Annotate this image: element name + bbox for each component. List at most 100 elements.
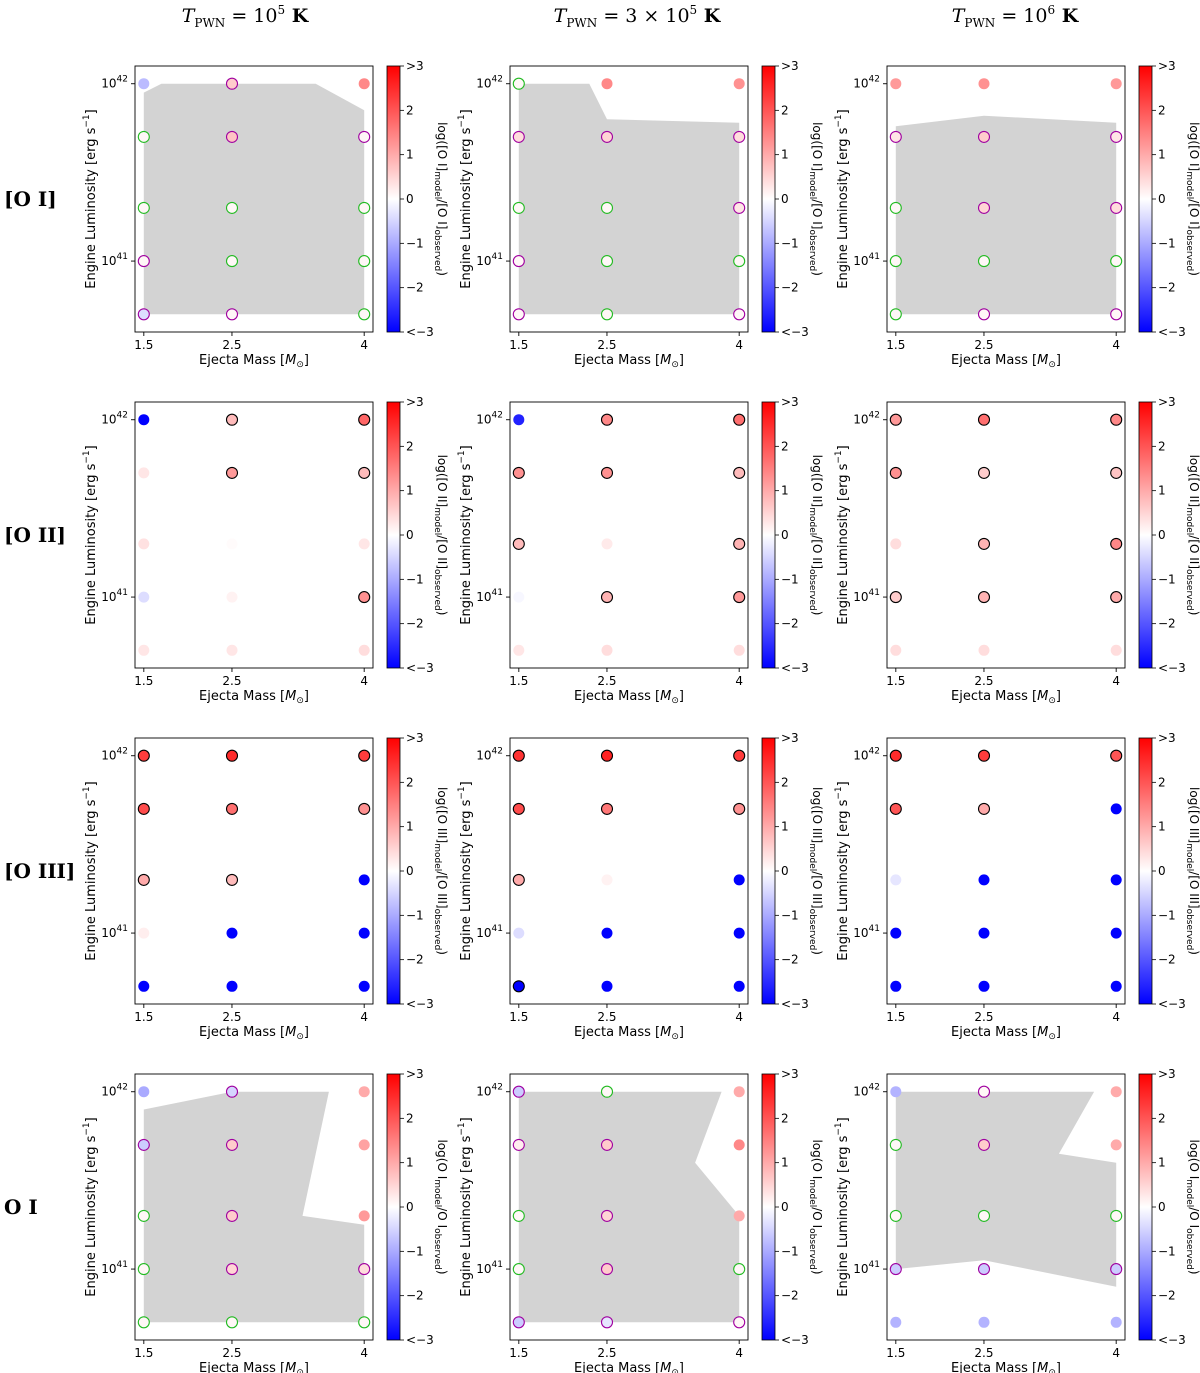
model-point — [358, 308, 371, 321]
y-axis-label: Engine Luminosity [erg s−1] — [834, 445, 851, 624]
axes-frame — [509, 401, 749, 669]
model-point — [601, 538, 613, 550]
model-point — [600, 749, 614, 762]
model-point — [600, 201, 614, 214]
model-point — [600, 466, 614, 479]
model-point — [600, 1209, 614, 1222]
x-tick-label: 4 — [735, 338, 743, 352]
colorbar-tick-label: 1 — [406, 484, 414, 498]
model-point — [225, 130, 239, 143]
panel: 1.5 2.5 4 1041 1042 Ejecta Mass [M⊙] Engine Lu… — [457, 1067, 824, 1373]
colorbar — [1138, 737, 1153, 1005]
model-point — [512, 873, 525, 886]
panel: 1.5 2.5 4 1041 1042 Ejecta Mass [M⊙] Engine Lu… — [82, 395, 449, 706]
model-point — [513, 927, 525, 939]
model-point — [225, 749, 239, 762]
model-point — [358, 874, 370, 886]
y-tick-label: 1042 — [101, 411, 128, 427]
y-axis-label: Engine Luminosity [erg s−1] — [457, 109, 474, 288]
model-point — [358, 413, 371, 426]
x-tick-label: 2.5 — [597, 338, 616, 352]
model-point — [889, 749, 902, 762]
model-point — [1110, 1263, 1123, 1276]
model-point — [1110, 1139, 1122, 1151]
colorbar-tick-label: >3 — [406, 59, 424, 73]
model-point — [512, 308, 525, 321]
colorbar-tick-label: >3 — [406, 395, 424, 409]
colorbar-tick-label: −1 — [406, 908, 424, 922]
model-point — [225, 1209, 239, 1222]
colorbar-tick-label: >3 — [781, 395, 799, 409]
y-tick-label: 1042 — [476, 747, 503, 763]
y-tick-label: 1041 — [101, 588, 128, 604]
model-point — [733, 980, 745, 992]
model-point — [138, 78, 150, 90]
model-point — [1110, 874, 1122, 886]
x-tick-label: 4 — [1112, 1346, 1120, 1360]
model-point — [600, 255, 614, 268]
panel: 1.5 2.5 4 1041 1042 Ejecta Mass [M⊙] Engine Lu… — [82, 1067, 449, 1373]
consistent-region — [143, 1091, 365, 1323]
x-axis-label: Ejecta Mass [M⊙] — [951, 689, 1061, 706]
model-point — [1110, 308, 1123, 321]
model-point — [889, 201, 902, 214]
y-tick-label: 1042 — [853, 75, 880, 91]
axes-frame — [509, 1073, 749, 1341]
model-point — [358, 201, 371, 214]
colorbar-tick-label: 0 — [1158, 864, 1166, 878]
y-axis-label: Engine Luminosity [erg s−1] — [834, 1117, 851, 1296]
colorbar-tick-label: 2 — [1158, 103, 1166, 117]
colorbar-tick-label: −2 — [1158, 953, 1176, 967]
colorbar-tick-label: <−3 — [1158, 997, 1186, 1011]
model-point — [890, 538, 902, 550]
y-tick-label: 1042 — [476, 411, 503, 427]
colorbar-tick-label: 0 — [1158, 192, 1166, 206]
colorbar-tick-label: <−3 — [406, 997, 434, 1011]
model-point — [225, 1263, 239, 1276]
model-point — [890, 1316, 902, 1328]
row-labels: [O I] [O II] [O III] O I — [4, 187, 75, 1219]
model-point — [512, 255, 525, 268]
colorbar-label: log([O II]model/[O II]observed) — [432, 455, 449, 616]
colorbar-tick-label: 2 — [1158, 775, 1166, 789]
x-tick-label: 2.5 — [974, 338, 993, 352]
model-point — [512, 77, 525, 90]
x-axis-label: Ejecta Mass [M⊙] — [574, 689, 684, 706]
model-point — [225, 1138, 239, 1151]
colorbar-tick-label: 1 — [406, 1156, 414, 1170]
colorbar-label: log([O II]model/[O II]observed) — [1184, 455, 1200, 616]
y-tick-label: 1041 — [853, 924, 880, 940]
column-title: TPWN = 105 K — [182, 3, 310, 30]
colorbar-tick-label: <−3 — [781, 325, 809, 339]
axes-frame — [134, 737, 374, 1005]
column-titles: TPWN = 105 K TPWN = 3 × 105 K TPWN = 106 K — [182, 3, 1080, 30]
model-point — [889, 255, 902, 268]
colorbar-tick-label: −2 — [406, 617, 424, 631]
model-point — [733, 255, 746, 268]
colorbar — [1138, 401, 1153, 669]
panel: 1.5 2.5 4 1041 1042 Ejecta Mass [M⊙] Engine Lu… — [834, 395, 1200, 706]
y-tick-label: 1041 — [101, 924, 128, 940]
colorbar-tick-label: −1 — [781, 236, 799, 250]
colorbar-tick-label: <−3 — [1158, 325, 1186, 339]
colorbar-tick-label: 2 — [406, 775, 414, 789]
panel: 1.5 2.5 4 1041 1042 Ejecta Mass [M⊙] Engine Lu… — [457, 59, 824, 370]
model-point — [601, 980, 613, 992]
x-tick-label: 4 — [1112, 338, 1120, 352]
model-point — [733, 1210, 745, 1222]
colorbar-tick-label: 1 — [406, 148, 414, 162]
model-point — [978, 874, 990, 886]
colorbar-tick-label: −2 — [781, 281, 799, 295]
model-point — [889, 1209, 902, 1222]
model-point — [1110, 130, 1123, 143]
x-tick-label: 2.5 — [222, 1010, 241, 1024]
x-tick-label: 2.5 — [974, 1010, 993, 1024]
model-point — [890, 78, 902, 90]
colorbar-tick-label: −2 — [406, 1289, 424, 1303]
model-point — [889, 1263, 902, 1276]
model-point — [226, 538, 238, 550]
colorbar — [1138, 65, 1153, 333]
y-axis-label: Engine Luminosity [erg s−1] — [834, 109, 851, 288]
colorbar-label: log([O III]model/[O III]observed) — [807, 787, 824, 955]
colorbar-tick-label: −1 — [1158, 908, 1176, 922]
